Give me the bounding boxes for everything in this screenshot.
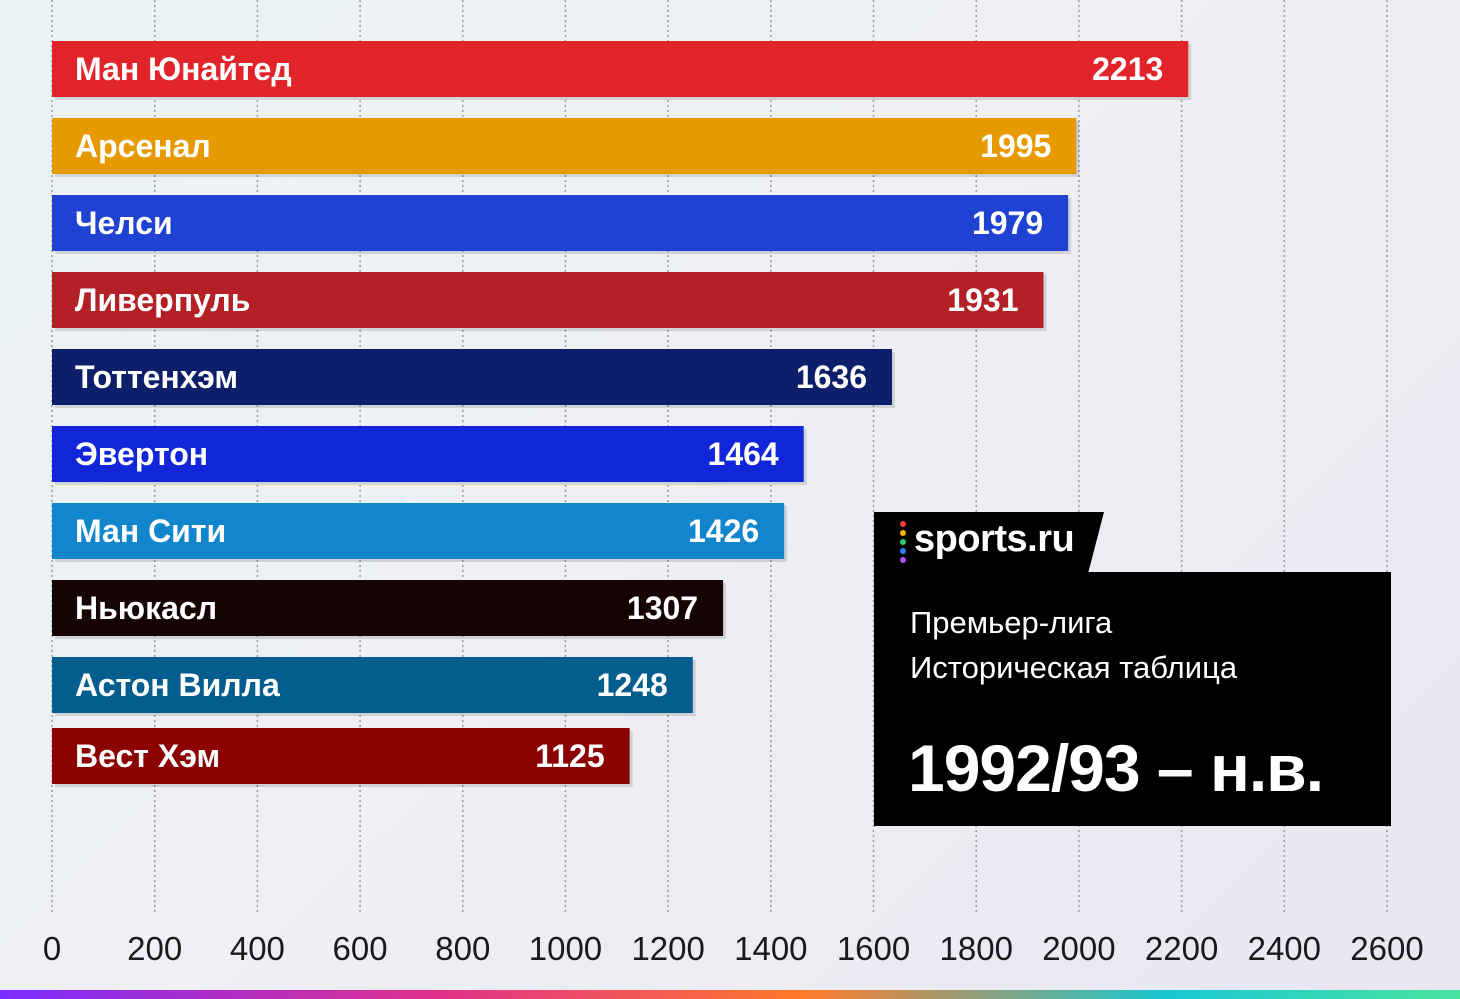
bar-category-label: Вест Хэм: [75, 738, 220, 774]
bar-group: Ман Сити 1426: [52, 503, 788, 562]
bar-value-label: 1636: [796, 359, 867, 395]
bar: [52, 580, 724, 636]
x-tick-label: 1200: [631, 930, 704, 967]
x-tick-label: 0: [43, 930, 61, 967]
bar-category-label: Арсенал: [75, 128, 211, 164]
bar-value-label: 1125: [535, 738, 604, 774]
logo-dots-icon: [900, 521, 908, 563]
x-tick-label: 200: [127, 930, 182, 967]
bar: [52, 657, 693, 713]
bar-value-label: 1464: [708, 436, 779, 472]
x-tick-label: 1800: [940, 930, 1013, 967]
logo-tab: [874, 512, 1104, 574]
bar: [52, 503, 785, 559]
bar-value-label: 1307: [627, 590, 698, 626]
x-tick-label: 2400: [1248, 930, 1321, 967]
bar: [52, 349, 893, 405]
info-league: Премьер-лига: [910, 605, 1113, 640]
bar-value-label: 1979: [972, 205, 1043, 241]
logo-dot: [900, 548, 906, 554]
logo-dot: [900, 557, 906, 563]
bar-category-label: Астон Вилла: [75, 667, 280, 703]
logo-dot: [900, 521, 906, 527]
bar-category-label: Ман Юнайтед: [75, 51, 292, 87]
bar-category-label: Ман Сити: [75, 513, 226, 549]
bar: [52, 272, 1044, 328]
bar-value-label: 1931: [947, 282, 1018, 318]
x-tick-label: 1400: [734, 930, 807, 967]
bar: [52, 41, 1189, 97]
info-period: 1992/93 – н.в.: [908, 731, 1324, 805]
x-axis-ticks: 0 200 400 600 800 1000 1200 1400 1600 1800 2000 220…: [43, 930, 1424, 967]
bar-value-label: 1248: [597, 667, 668, 703]
bar-value-label: 2213: [1092, 51, 1163, 87]
bars: Ман Юнайтед 2213 Арсенал 1995 Челси 1979 Ливер…: [52, 41, 1192, 787]
bar: [52, 426, 804, 482]
bar-group: Арсенал 1995: [52, 118, 1080, 177]
x-tick-label: 400: [230, 930, 285, 967]
sports-ru-logo: sports.ru: [914, 518, 1075, 560]
bar: [52, 728, 630, 784]
bar-group: Ньюкасл 1307: [52, 580, 727, 639]
rainbow-stripe: [0, 990, 1460, 999]
bar-category-label: Челси: [75, 205, 173, 241]
bar: [52, 195, 1069, 251]
info-box: [874, 572, 1391, 826]
bar-category-label: Ньюкасл: [75, 590, 217, 626]
bar-group: Ливерпуль 1931: [52, 272, 1047, 331]
x-tick-label: 1600: [837, 930, 910, 967]
x-tick-label: 1000: [529, 930, 602, 967]
bar-group: Ман Юнайтед 2213: [52, 41, 1192, 100]
bar-group: Эвертон 1464: [52, 426, 807, 485]
bar-category-label: Тоттенхэм: [75, 359, 238, 395]
bar-category-label: Ливерпуль: [75, 282, 250, 318]
x-tick-label: 2600: [1350, 930, 1423, 967]
bar-group: Вест Хэм 1125: [52, 728, 633, 787]
bar-group: Астон Вилла 1248: [52, 657, 696, 716]
bar: [52, 118, 1077, 174]
x-tick-label: 2200: [1145, 930, 1218, 967]
x-tick-label: 2000: [1042, 930, 1115, 967]
bar-group: Тоттенхэм 1636: [52, 349, 896, 408]
logo-dot: [900, 530, 906, 536]
bar-value-label: 1995: [980, 128, 1051, 164]
bar-category-label: Эвертон: [75, 436, 208, 472]
x-tick-label: 800: [435, 930, 490, 967]
bar-group: Челси 1979: [52, 195, 1072, 254]
logo-dot: [900, 539, 906, 545]
x-tick-label: 600: [333, 930, 388, 967]
bar-value-label: 1426: [688, 513, 759, 549]
info-table-title: Историческая таблица: [910, 650, 1238, 685]
